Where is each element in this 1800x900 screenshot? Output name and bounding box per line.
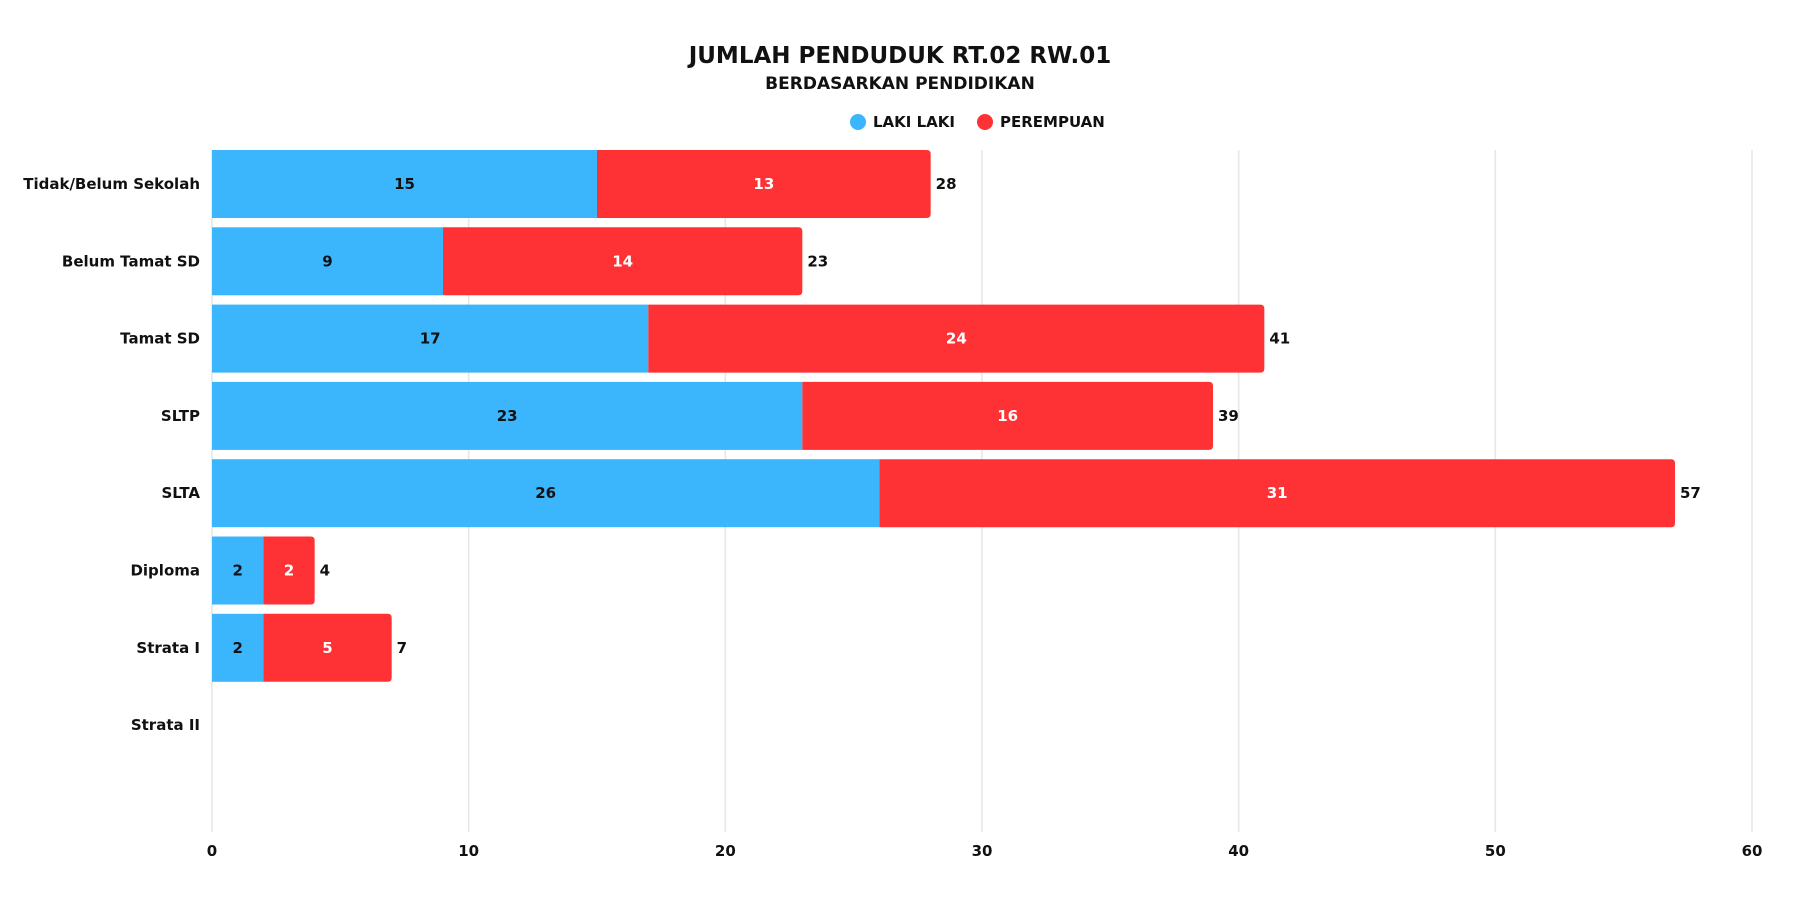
data-label: 2 bbox=[232, 639, 242, 657]
data-label: 2 bbox=[284, 562, 294, 580]
bar-segment bbox=[597, 150, 931, 218]
bar-segment bbox=[879, 459, 1675, 528]
data-label: 26 bbox=[535, 484, 556, 502]
bar-segment bbox=[263, 536, 315, 605]
data-label: 15 bbox=[394, 175, 415, 193]
bar-segment bbox=[212, 304, 649, 373]
category-label: Belum Tamat SD bbox=[62, 252, 200, 270]
total-label: 23 bbox=[807, 252, 828, 270]
data-label: 31 bbox=[1267, 484, 1288, 502]
bar-segment bbox=[212, 150, 597, 218]
bar-segment bbox=[648, 304, 1265, 373]
x-tick-label-40: 40 bbox=[1228, 842, 1249, 860]
data-label: 17 bbox=[420, 330, 441, 348]
data-label: 14 bbox=[612, 252, 633, 270]
bar-segment bbox=[802, 381, 1213, 450]
chart-subtitle: BERDASARKAN PENDIDIKAN bbox=[765, 74, 1035, 94]
total-label: 7 bbox=[397, 639, 407, 657]
x-tick-label-60: 60 bbox=[1742, 842, 1763, 860]
data-label: 24 bbox=[946, 330, 967, 348]
x-tick-label-0: 0 bbox=[207, 842, 217, 860]
data-label: 13 bbox=[753, 175, 774, 193]
category-label: Strata II bbox=[131, 716, 200, 734]
data-label: 2 bbox=[232, 562, 242, 580]
bar-segment bbox=[212, 227, 443, 296]
data-label: 9 bbox=[322, 252, 332, 270]
total-label: 28 bbox=[936, 175, 957, 193]
data-label: 16 bbox=[997, 407, 1018, 425]
category-label: SLTA bbox=[161, 484, 200, 502]
total-label: 39 bbox=[1218, 407, 1239, 425]
category-label: Tidak/Belum Sekolah bbox=[23, 175, 200, 193]
bar-segment bbox=[212, 459, 880, 528]
bar-segment bbox=[212, 381, 803, 450]
bar-segment bbox=[263, 613, 392, 682]
legend-marker bbox=[977, 114, 993, 130]
bars-layer bbox=[212, 150, 1675, 682]
x-tick-label-50: 50 bbox=[1485, 842, 1506, 860]
legend-label: PEREMPUAN bbox=[1000, 113, 1105, 131]
total-label: 57 bbox=[1680, 484, 1701, 502]
legend-label: LAKI LAKI bbox=[873, 113, 955, 131]
x-tick-label-10: 10 bbox=[458, 842, 479, 860]
category-label: Tamat SD bbox=[120, 330, 200, 348]
legend: LAKI LAKI PEREMPUAN bbox=[850, 113, 1105, 131]
total-label: 41 bbox=[1269, 330, 1290, 348]
category-label: Diploma bbox=[130, 562, 200, 580]
category-label: SLTP bbox=[161, 407, 200, 425]
total-label: 4 bbox=[320, 562, 330, 580]
legend-marker bbox=[850, 114, 866, 130]
bar-segment bbox=[212, 613, 264, 682]
x-tick-label-20: 20 bbox=[715, 842, 736, 860]
bar-segment bbox=[443, 227, 803, 296]
category-label: Strata I bbox=[136, 639, 200, 657]
chart-title: JUMLAH PENDUDUK RT.02 RW.01 bbox=[687, 43, 1112, 69]
data-label: 23 bbox=[497, 407, 518, 425]
x-tick-label-30: 30 bbox=[972, 842, 993, 860]
labels-layer: Tidak/Belum Sekolah 15 13 28 Belum Tamat SD 9… bbox=[23, 175, 1701, 734]
data-label: 5 bbox=[322, 639, 332, 657]
bar-segment bbox=[212, 536, 264, 605]
